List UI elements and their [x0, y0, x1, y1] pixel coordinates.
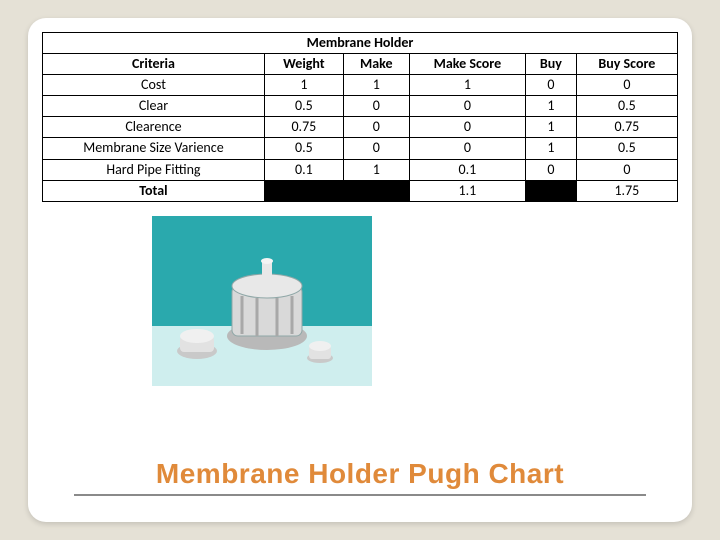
cell: 0: [576, 75, 677, 96]
cell: 0.5: [576, 138, 677, 159]
total-make-score: 1.1: [409, 180, 525, 201]
cell: 1: [526, 96, 577, 117]
cell: Clear: [43, 96, 265, 117]
slide-title: Membrane Holder Pugh Chart: [28, 458, 692, 496]
cell: 0.75: [576, 117, 677, 138]
cell: 1: [526, 117, 577, 138]
table-caption: Membrane Holder: [43, 33, 678, 54]
table-total-row: Total 1.1 1.75: [43, 180, 678, 201]
total-make-black: [343, 180, 409, 201]
cell: 1: [526, 138, 577, 159]
table-row: Membrane Size Varience 0.5 0 0 1 0.5: [43, 138, 678, 159]
cell: 0: [343, 138, 409, 159]
total-buy-score: 1.75: [576, 180, 677, 201]
cell: 0: [526, 75, 577, 96]
col-buy-score: Buy Score: [576, 54, 677, 75]
cell: 0.5: [264, 96, 343, 117]
table-header-row: Criteria Weight Make Make Score Buy Buy …: [43, 54, 678, 75]
col-criteria: Criteria: [43, 54, 265, 75]
cell: 0: [576, 159, 677, 180]
cell: 0: [409, 138, 525, 159]
cell: Clearence: [43, 117, 265, 138]
total-label: Total: [43, 180, 265, 201]
table-row: Hard Pipe Fitting 0.1 1 0.1 0 0: [43, 159, 678, 180]
pugh-table-wrapper: Membrane Holder Criteria Weight Make Mak…: [42, 32, 678, 202]
slide-card: Membrane Holder Criteria Weight Make Mak…: [28, 18, 692, 522]
cell: 0: [526, 159, 577, 180]
cell: 0.5: [576, 96, 677, 117]
col-weight: Weight: [264, 54, 343, 75]
cell: 1: [343, 75, 409, 96]
total-buy-black: [526, 180, 577, 201]
cell: 0.5: [264, 138, 343, 159]
col-make: Make: [343, 54, 409, 75]
col-buy: Buy: [526, 54, 577, 75]
total-weight-black: [264, 180, 343, 201]
cell: 0: [409, 117, 525, 138]
cell: 1: [409, 75, 525, 96]
cell: 0: [343, 117, 409, 138]
col-make-score: Make Score: [409, 54, 525, 75]
cell: 0: [343, 96, 409, 117]
table-caption-row: Membrane Holder: [43, 33, 678, 54]
table-row: Clear 0.5 0 0 1 0.5: [43, 96, 678, 117]
cell: Hard Pipe Fitting: [43, 159, 265, 180]
cell: 0.1: [409, 159, 525, 180]
pugh-table: Membrane Holder Criteria Weight Make Mak…: [42, 32, 678, 202]
photo-svg: [152, 216, 372, 386]
cell: 1: [343, 159, 409, 180]
table-row: Clearence 0.75 0 0 1 0.75: [43, 117, 678, 138]
cell: 1: [264, 75, 343, 96]
cell: 0.75: [264, 117, 343, 138]
table-row: Cost 1 1 1 0 0: [43, 75, 678, 96]
cell: 0: [409, 96, 525, 117]
cell: Cost: [43, 75, 265, 96]
membrane-holder-photo: [152, 216, 372, 386]
cell: 0.1: [264, 159, 343, 180]
cell: Membrane Size Varience: [43, 138, 265, 159]
